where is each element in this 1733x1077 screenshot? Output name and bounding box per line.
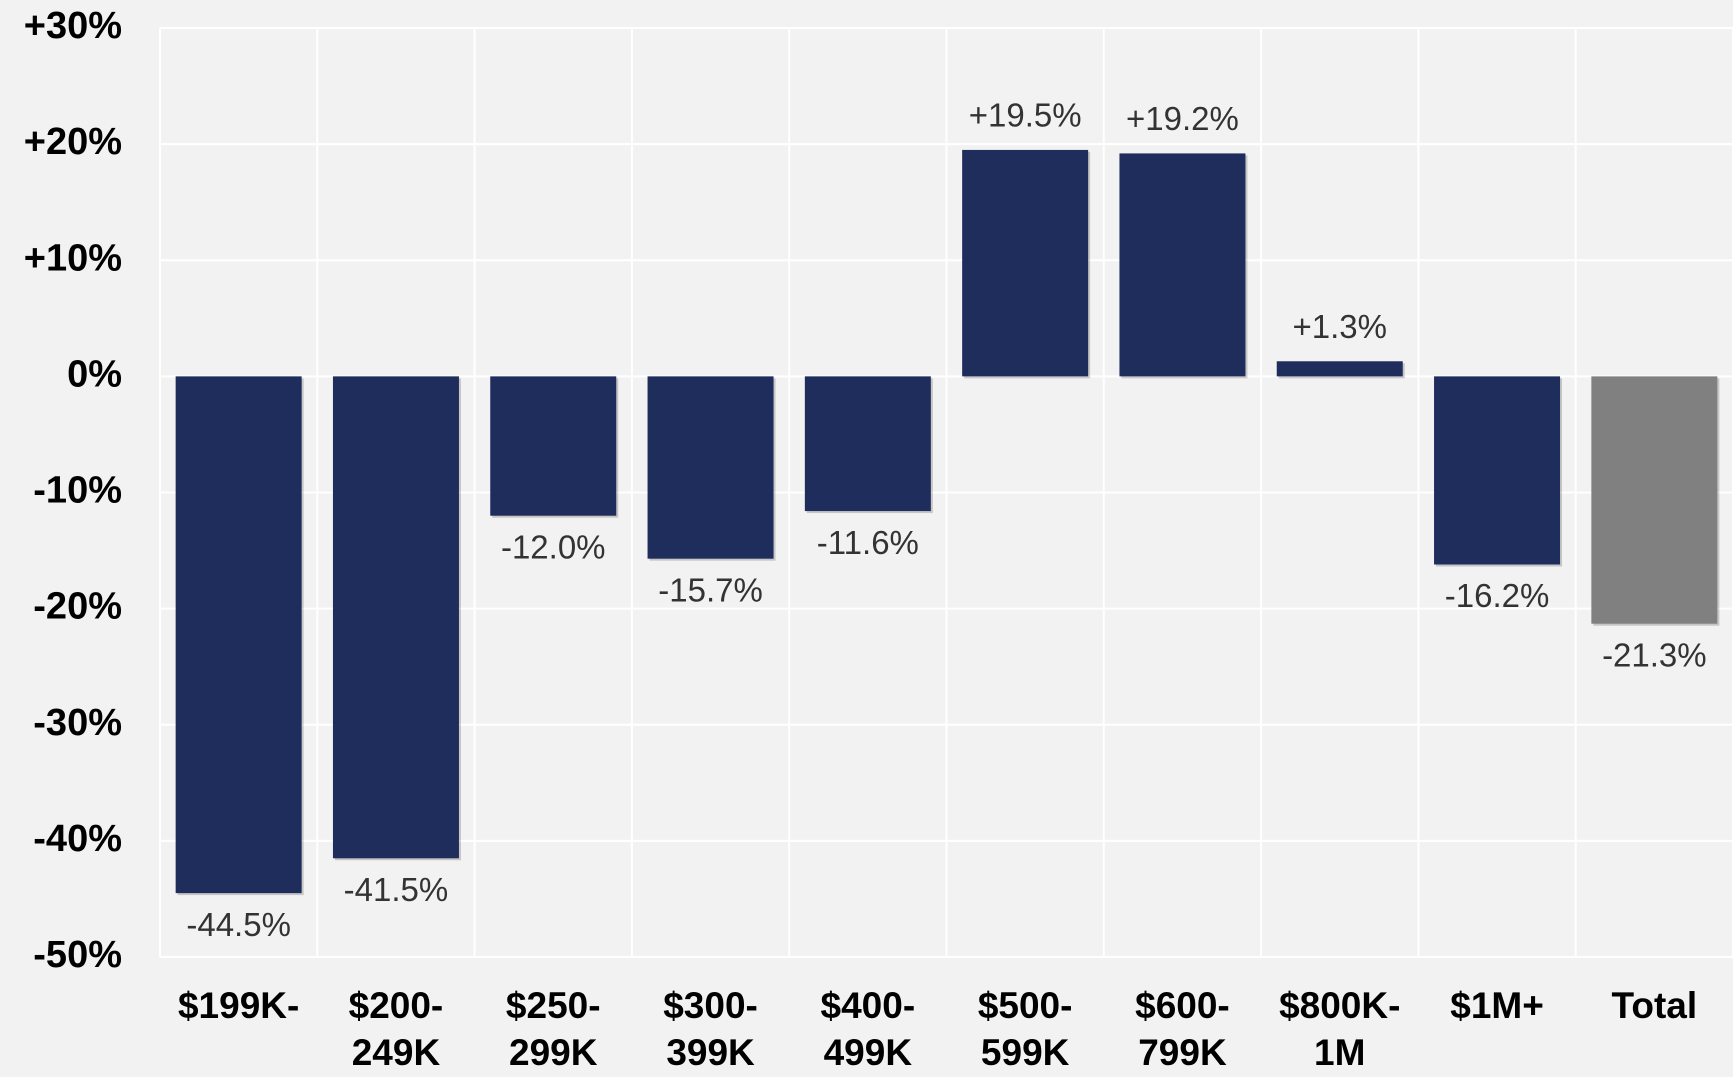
x-tick-label-line: $800K- [1279,985,1400,1026]
x-tick-label-line: 1M [1314,1032,1365,1073]
bar [1591,376,1718,624]
value-label: -21.3% [1602,636,1707,673]
x-tick-label-line: $199K- [178,985,299,1026]
x-tick-label-line: 499K [824,1032,913,1073]
value-label: -15.7% [658,571,763,608]
x-tick-label-line: $400- [821,985,916,1026]
y-tick-label: -10% [33,470,122,512]
x-tick-label: $1M+ [1450,985,1544,1026]
value-label: -44.5% [186,906,291,943]
y-tick-label: 0% [67,353,122,395]
y-tick-label: -30% [33,702,122,744]
x-tick-label-line: $600- [1135,985,1230,1026]
x-tick-label-line: 799K [1138,1032,1227,1073]
bar [490,376,617,516]
x-tick-label: $500- 599K [978,985,1073,1073]
x-tick-label-line: 299K [509,1032,598,1073]
y-tick-label: -40% [33,818,122,860]
x-tick-label-line: $300- [663,985,758,1026]
value-label: +1.3% [1293,308,1388,345]
value-label: -16.2% [1445,577,1550,614]
x-tick-label: $800K- 1M [1279,985,1400,1073]
x-tick-label-line: 399K [666,1032,755,1073]
y-tick-label: +20% [24,121,122,163]
x-tick-label: $300- 399K [663,985,758,1073]
y-tick-label: -20% [33,586,122,628]
bar [332,376,459,859]
x-tick-label: Total [1612,985,1698,1026]
bar [1119,153,1246,377]
x-tick-label-line: $500- [978,985,1073,1026]
y-tick-label: +10% [24,237,122,279]
x-tick-label: $200- 249K [349,985,444,1073]
y-tick-label: +30% [24,5,122,47]
bar [804,376,931,512]
value-label: -12.0% [501,528,606,565]
bar [1276,361,1403,377]
bar [647,376,774,559]
bar [1434,376,1561,565]
x-tick-label: $400- 499K [821,985,916,1073]
value-label: -11.6% [817,524,919,561]
bar [175,376,302,894]
x-tick-label: $250- 299K [506,985,601,1073]
y-tick-label: -50% [33,934,122,976]
value-label: +19.2% [1126,100,1239,137]
bar [962,149,1089,377]
x-tick-label-line: 249K [352,1032,441,1073]
x-tick-label: $600- 799K [1135,985,1230,1073]
x-tick-label-line: 599K [981,1032,1070,1073]
value-label: +19.5% [969,97,1082,134]
x-tick-label-line: Total [1612,985,1698,1026]
x-tick-label-line: $200- [349,985,444,1026]
x-tick-label-line: $1M+ [1450,985,1544,1026]
x-tick-label-line: $250- [506,985,601,1026]
x-tick-label: $199K- [178,985,299,1026]
value-label: -41.5% [344,871,449,908]
